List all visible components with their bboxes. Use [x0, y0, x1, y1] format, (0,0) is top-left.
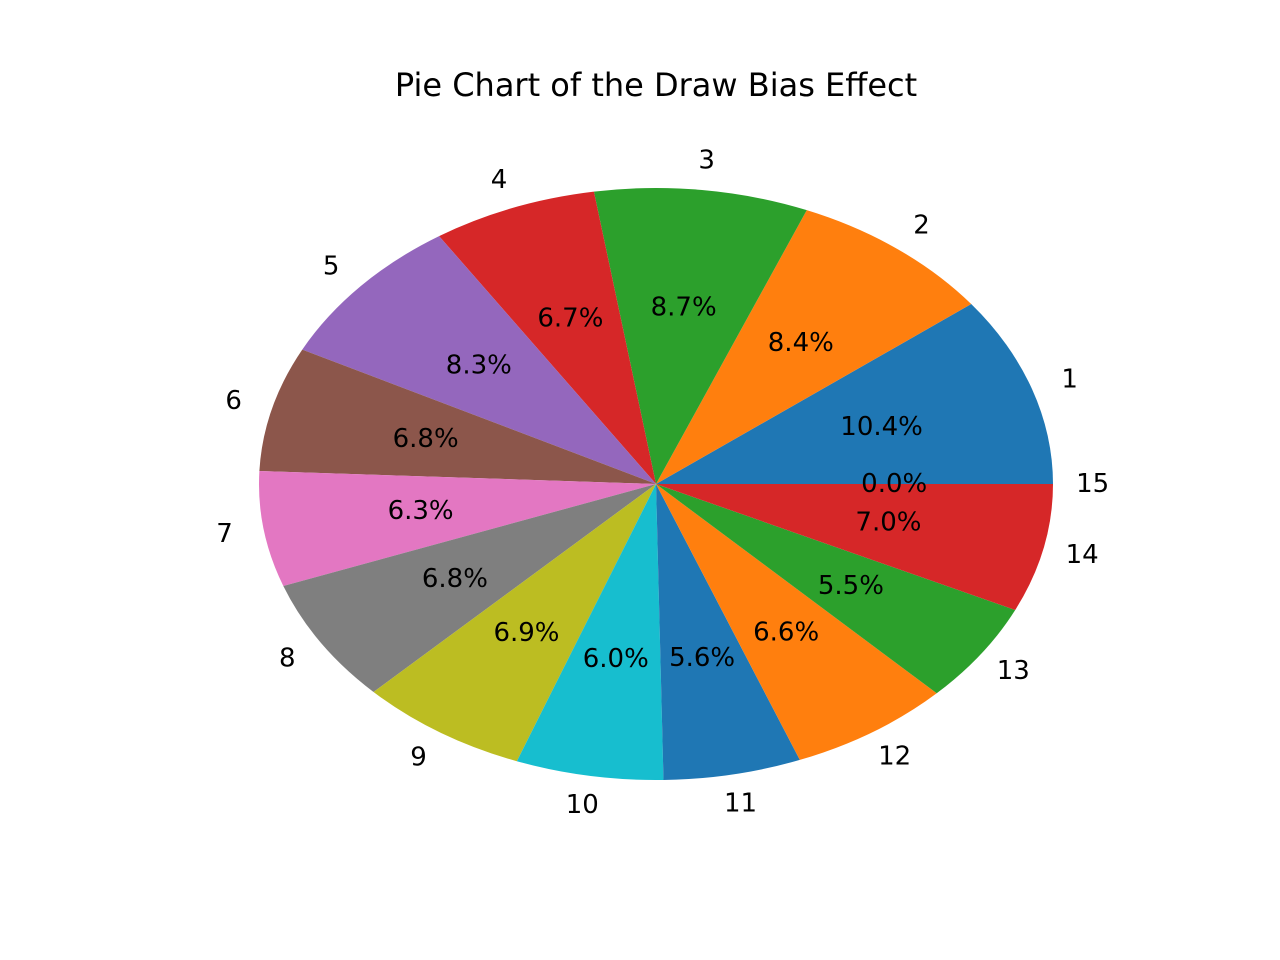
slice-label-1: 1: [1061, 365, 1078, 395]
slice-label-4: 4: [491, 165, 508, 195]
slice-label-10: 10: [566, 790, 599, 820]
percentage-labels: 10.4%8.4%8.7%6.7%8.3%6.8%6.3%6.8%6.9%6.0…: [388, 293, 928, 674]
percentage-label-6: 6.8%: [393, 424, 459, 454]
pie-slice-13: [656, 484, 1016, 694]
slice-label-9: 9: [410, 742, 427, 772]
percentage-label-10: 6.0%: [583, 644, 649, 674]
slice-label-15: 15: [1076, 469, 1109, 499]
percentage-label-15: 0.0%: [861, 469, 927, 499]
slice-label-12: 12: [878, 742, 911, 772]
chart-title: Pie Chart of the Draw Bias Effect: [394, 66, 918, 104]
slice-label-13: 13: [997, 656, 1030, 686]
pie-slice-8: [283, 484, 656, 692]
percentage-label-8: 6.8%: [422, 564, 488, 594]
slice-label-2: 2: [913, 210, 930, 240]
pie-slice-14: [656, 484, 1053, 611]
percentage-label-11: 5.6%: [669, 643, 735, 673]
pie-slice-1: [656, 304, 1053, 484]
pie-slice-7: [259, 470, 656, 587]
slice-label-6: 6: [225, 386, 242, 416]
percentage-label-12: 6.6%: [753, 618, 819, 648]
percentage-label-3: 8.7%: [651, 293, 717, 323]
pie-slice-6: [259, 349, 656, 484]
pie-slice-11: [656, 484, 800, 780]
slice-label-5: 5: [323, 251, 340, 281]
pie-slice-2: [656, 210, 972, 485]
pie-slice-9: [373, 484, 656, 762]
slice-label-8: 8: [279, 643, 296, 673]
slice-label-7: 7: [216, 519, 233, 549]
percentage-label-5: 8.3%: [446, 350, 512, 380]
slice-label-14: 14: [1066, 540, 1099, 570]
percentage-label-1: 10.4%: [840, 412, 923, 442]
percentage-label-9: 6.9%: [493, 618, 559, 648]
pie-slice-5: [302, 236, 656, 484]
percentage-label-4: 6.7%: [537, 303, 603, 333]
pie-slice-4: [439, 191, 656, 484]
percentage-label-14: 7.0%: [855, 508, 921, 538]
pie-slice-12: [656, 484, 937, 760]
slice-label-3: 3: [698, 146, 715, 176]
percentage-label-7: 6.3%: [388, 496, 454, 526]
pie-slice-10: [516, 484, 664, 780]
percentage-label-13: 5.5%: [818, 571, 884, 601]
pie-slices: [259, 188, 1053, 780]
percentage-label-2: 8.4%: [768, 328, 834, 358]
pie-slice-3: [593, 188, 807, 484]
slice-label-11: 11: [724, 788, 757, 818]
